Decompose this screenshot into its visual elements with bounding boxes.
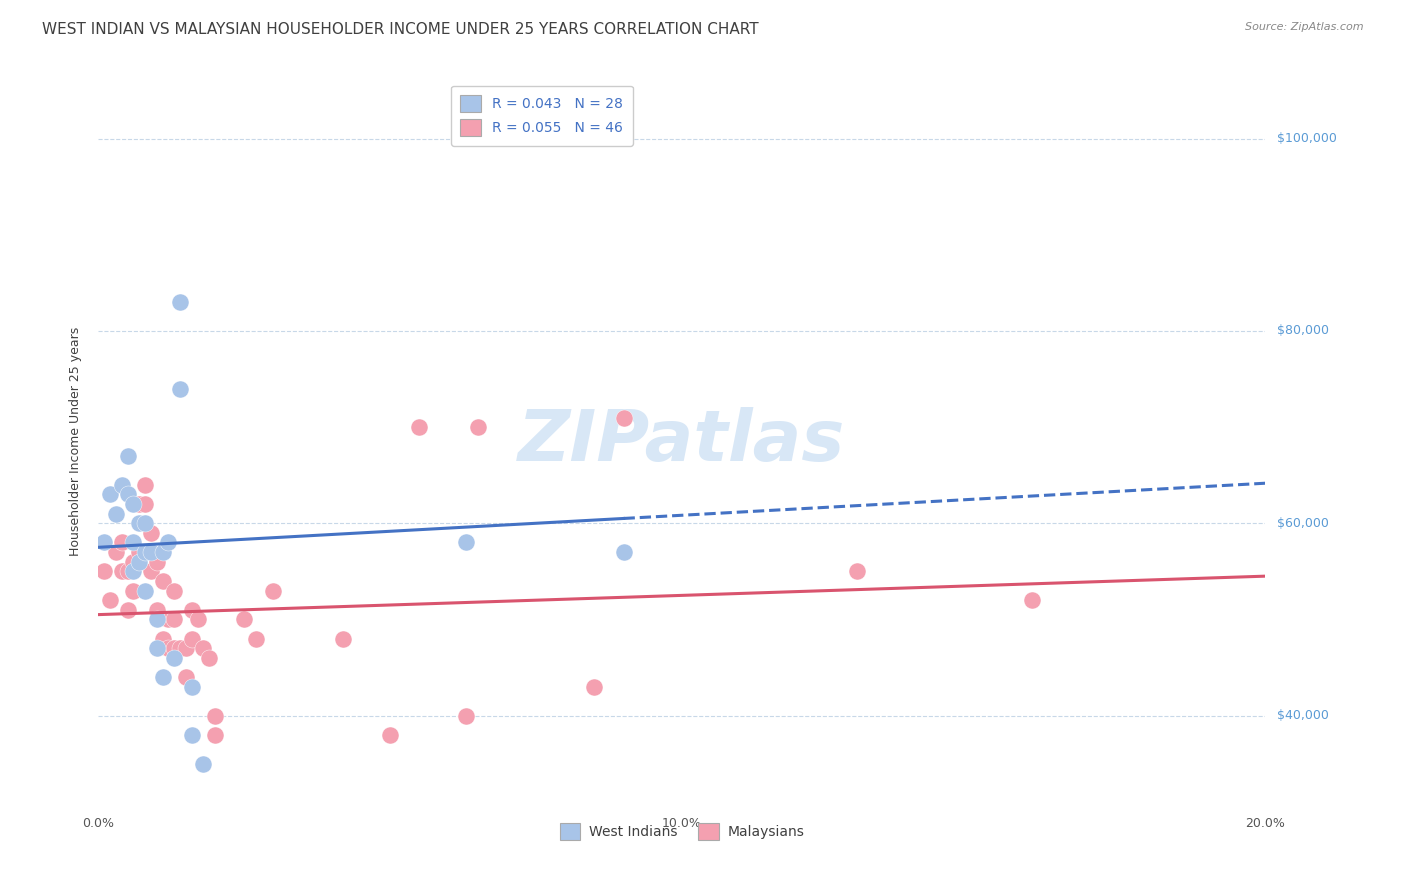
Point <box>245 632 267 646</box>
Point <box>117 565 139 579</box>
Point <box>193 641 215 656</box>
Text: $40,000: $40,000 <box>1277 709 1329 722</box>
Point <box>180 603 202 617</box>
Point <box>612 410 634 425</box>
Point <box>204 708 226 723</box>
Point <box>846 565 869 579</box>
Point <box>146 612 169 626</box>
Point <box>134 516 156 531</box>
Point <box>612 545 634 559</box>
Point <box>98 487 121 501</box>
Point <box>163 583 186 598</box>
Point <box>122 583 145 598</box>
Point <box>174 641 197 656</box>
Point <box>408 420 430 434</box>
Point <box>98 593 121 607</box>
Point <box>180 632 202 646</box>
Point <box>193 756 215 771</box>
Point <box>262 583 284 598</box>
Point <box>117 603 139 617</box>
Point <box>134 545 156 559</box>
Point <box>111 565 134 579</box>
Point <box>93 565 115 579</box>
Point <box>467 420 489 434</box>
Point <box>180 728 202 742</box>
Point <box>134 497 156 511</box>
Point <box>139 565 162 579</box>
Point <box>122 555 145 569</box>
Point <box>134 583 156 598</box>
Point <box>152 670 174 684</box>
Point <box>332 632 354 646</box>
Point <box>454 708 477 723</box>
Point <box>152 574 174 588</box>
Point <box>152 632 174 646</box>
Point <box>187 612 209 626</box>
Point <box>169 382 191 396</box>
Point <box>380 728 402 742</box>
Point <box>139 525 162 540</box>
Y-axis label: Householder Income Under 25 years: Householder Income Under 25 years <box>69 326 83 557</box>
Point <box>117 449 139 463</box>
Text: Source: ZipAtlas.com: Source: ZipAtlas.com <box>1246 22 1364 32</box>
Point <box>104 545 127 559</box>
Point <box>198 651 221 665</box>
Point <box>111 535 134 549</box>
Point <box>146 555 169 569</box>
Text: $60,000: $60,000 <box>1277 516 1329 530</box>
Point <box>157 641 180 656</box>
Text: ZIPatlas: ZIPatlas <box>519 407 845 476</box>
Point <box>233 612 256 626</box>
Point <box>204 728 226 742</box>
Point <box>93 535 115 549</box>
Point <box>122 565 145 579</box>
Point <box>174 670 197 684</box>
Text: $100,000: $100,000 <box>1277 132 1336 145</box>
Point <box>139 545 162 559</box>
Point <box>157 535 180 549</box>
Point <box>152 545 174 559</box>
Point <box>128 545 150 559</box>
Point <box>180 680 202 694</box>
Point <box>146 641 169 656</box>
Point <box>163 612 186 626</box>
Point <box>128 497 150 511</box>
Point <box>122 535 145 549</box>
Point <box>583 680 606 694</box>
Point <box>169 641 191 656</box>
Point <box>157 612 180 626</box>
Point <box>128 516 150 531</box>
Point <box>128 555 150 569</box>
Point <box>163 651 186 665</box>
Legend: R = 0.043   N = 28, R = 0.055   N = 46: R = 0.043 N = 28, R = 0.055 N = 46 <box>451 86 633 146</box>
Point <box>169 295 191 310</box>
Point <box>111 478 134 492</box>
Point <box>134 478 156 492</box>
Text: $80,000: $80,000 <box>1277 325 1329 337</box>
Point <box>163 641 186 656</box>
Point <box>104 507 127 521</box>
Point <box>122 497 145 511</box>
Point <box>117 487 139 501</box>
Point <box>146 603 169 617</box>
Text: WEST INDIAN VS MALAYSIAN HOUSEHOLDER INCOME UNDER 25 YEARS CORRELATION CHART: WEST INDIAN VS MALAYSIAN HOUSEHOLDER INC… <box>42 22 759 37</box>
Point <box>454 535 477 549</box>
Point <box>1021 593 1043 607</box>
